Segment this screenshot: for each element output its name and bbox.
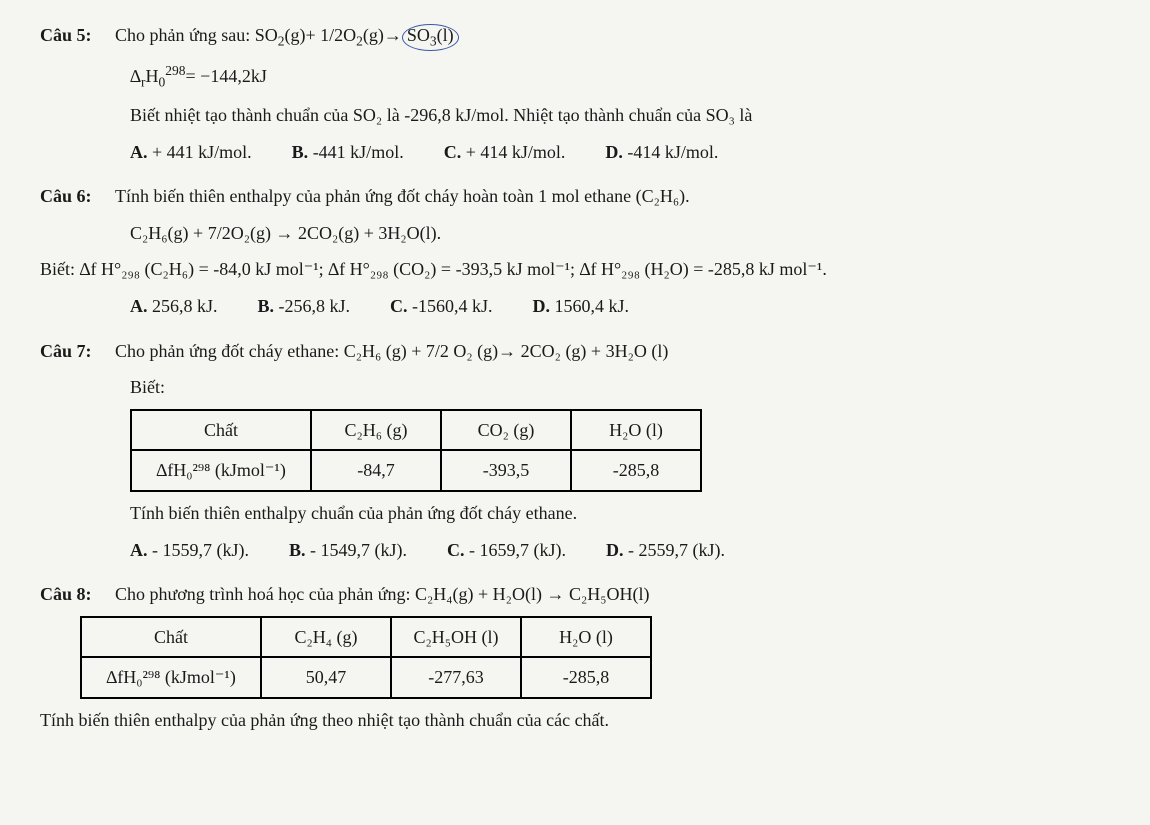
la: A. [130, 142, 148, 162]
q7-options: A. - 1559,7 (kJ). B. - 1549,7 (kJ). C. -… [130, 535, 1110, 566]
q5-t1c: (g)→ [363, 25, 402, 45]
q6-options: A. 256,8 kJ. B. -256,8 kJ. C. -1560,4 kJ… [130, 291, 1110, 322]
q6b: -256,8 kJ. [279, 296, 351, 316]
q7b: - 1549,7 (kJ). [310, 540, 407, 560]
q8-th-chat: Chất [81, 617, 261, 658]
q8-text1: Cho phương trình hoá học của phản ứng: C… [115, 579, 1110, 610]
q6-eq: C₂H₆(g) + 7/2O₂(g) → 2CO₂(g) + 3H₂O(l). [130, 218, 1110, 249]
q6-optB: B. -256,8 kJ. [258, 291, 351, 322]
q6-label: Câu 6: [40, 181, 115, 212]
ld6: D. [533, 296, 551, 316]
q7-text1: Cho phản ứng đốt cháy ethane: C₂H₆ (g) +… [115, 336, 1110, 367]
so3-sub: 3 [430, 34, 437, 49]
q5-optD: D. -414 kJ/mol. [605, 137, 718, 168]
ld: D. [605, 142, 623, 162]
lb6: B. [258, 296, 275, 316]
q8-table: Chất C₂H₄ (g) C₂H₅OH (l) H₂O (l) ∆fH₀²⁹⁸… [80, 616, 652, 699]
dh-298: 298 [165, 63, 185, 78]
q7-th-c2h6: C₂H₆ (g) [311, 410, 441, 451]
q8-v2: -277,63 [391, 657, 521, 698]
q7c: - 1659,7 (kJ). [469, 540, 566, 560]
q7-table: Chất C₂H₆ (g) CO₂ (g) H₂O (l) ∆fH₀²⁹⁸ (k… [130, 409, 702, 492]
q6-header: Câu 6: Tính biến thiên enthalpy của phản… [40, 181, 1110, 212]
table-row: Chất C₂H₆ (g) CO₂ (g) H₂O (l) [131, 410, 701, 451]
question-5: Câu 5: Cho phản ứng sau: SO2(g)+ 1/2O2(g… [40, 20, 1110, 167]
q7-header: Câu 7: Cho phản ứng đốt cháy ethane: C₂H… [40, 336, 1110, 367]
q8-rowlabel: ∆fH₀²⁹⁸ (kJmol⁻¹) [81, 657, 261, 698]
q5-label: Câu 5: [40, 20, 115, 51]
q5-options: A. + 441 kJ/mol. B. -441 kJ/mol. C. + 41… [130, 137, 1110, 168]
q8-th-c2h5oh: C₂H₅OH (l) [391, 617, 521, 658]
q7-optB: B. - 1549,7 (kJ). [289, 535, 407, 566]
dh-val: = −144,2kJ [186, 66, 267, 86]
q7-v3: -285,8 [571, 450, 701, 491]
q7a: - 1559,7 (kJ). [152, 540, 249, 560]
q5-delta-h: ∆rH0298= −144,2kJ [130, 60, 1110, 95]
q7-biet: Biết: [130, 372, 1110, 403]
q6c: -1560,4 kJ. [412, 296, 493, 316]
q7-optC: C. - 1659,7 (kJ). [447, 535, 566, 566]
q7-rowlabel: ∆fH₀²⁹⁸ (kJmol⁻¹) [131, 450, 311, 491]
la6: A. [130, 296, 148, 316]
q8-label: Câu 8: [40, 579, 115, 610]
q5a: + 441 kJ/mol. [152, 142, 252, 162]
so3-txt: SO [407, 25, 430, 45]
q5b: -441 kJ/mol. [313, 142, 404, 162]
dh-h: H [146, 66, 159, 86]
q8-header: Câu 8: Cho phương trình hoá học của phản… [40, 579, 1110, 610]
table-row: ∆fH₀²⁹⁸ (kJmol⁻¹) 50,47 -277,63 -285,8 [81, 657, 651, 698]
q7-th-chat: Chất [131, 410, 311, 451]
q5-t1a: Cho phản ứng sau: SO [115, 25, 278, 45]
q5c: + 414 kJ/mol. [466, 142, 566, 162]
q8-th-h2o: H₂O (l) [521, 617, 651, 658]
q7-tinh: Tính biến thiên enthalpy chuẩn của phản … [130, 498, 1110, 529]
q6-optA: A. 256,8 kJ. [130, 291, 218, 322]
q7-v2: -393,5 [441, 450, 571, 491]
q6a: 256,8 kJ. [152, 296, 218, 316]
q7-v1: -84,7 [311, 450, 441, 491]
q7-optD: D. - 2559,7 (kJ). [606, 535, 725, 566]
q7-th-h2o: H₂O (l) [571, 410, 701, 451]
q5-t1b: (g)+ 1/2O [285, 25, 357, 45]
lb: B. [292, 142, 309, 162]
q8-th-c2h4: C₂H₄ (g) [261, 617, 391, 658]
q8-v1: 50,47 [261, 657, 391, 698]
lc7: C. [447, 540, 465, 560]
q5-optB: B. -441 kJ/mol. [292, 137, 404, 168]
la7: A. [130, 540, 148, 560]
table-row: Chất C₂H₄ (g) C₂H₅OH (l) H₂O (l) [81, 617, 651, 658]
q5-t1d: (l) [437, 25, 454, 45]
q6-optC: C. -1560,4 kJ. [390, 291, 493, 322]
q7-label: Câu 7: [40, 336, 115, 367]
q5d: -414 kJ/mol. [627, 142, 718, 162]
q5-text2: Biết nhiệt tạo thành chuẩn của SO₂ là -2… [130, 100, 1110, 131]
dh-delta: ∆ [130, 66, 141, 86]
q5-text1: Cho phản ứng sau: SO2(g)+ 1/2O2(g)→SO3(l… [115, 20, 1110, 54]
q5-optC: C. + 414 kJ/mol. [444, 137, 566, 168]
q7-optA: A. - 1559,7 (kJ). [130, 535, 249, 566]
q7d: - 2559,7 (kJ). [628, 540, 725, 560]
ld7: D. [606, 540, 624, 560]
q6d: 1560,4 kJ. [555, 296, 630, 316]
q5-header: Câu 5: Cho phản ứng sau: SO2(g)+ 1/2O2(g… [40, 20, 1110, 54]
q7-th-co2: CO₂ (g) [441, 410, 571, 451]
q6-text1: Tính biến thiên enthalpy của phản ứng đố… [115, 181, 1110, 212]
lb7: B. [289, 540, 306, 560]
q5-optA: A. + 441 kJ/mol. [130, 137, 252, 168]
q6-biet: Biết: ∆f H°₂₉₈ (C₂H₆) = -84,0 kJ mol⁻¹; … [40, 254, 1110, 285]
lc: C. [444, 142, 462, 162]
question-6: Câu 6: Tính biến thiên enthalpy của phản… [40, 181, 1110, 321]
table-row: ∆fH₀²⁹⁸ (kJmol⁻¹) -84,7 -393,5 -285,8 [131, 450, 701, 491]
question-8: Câu 8: Cho phương trình hoá học của phản… [40, 579, 1110, 735]
circled-so3: SO3(l) [402, 24, 459, 51]
question-7: Câu 7: Cho phản ứng đốt cháy ethane: C₂H… [40, 336, 1110, 566]
q8-tinh: Tính biến thiên enthalpy của phản ứng th… [40, 705, 1110, 736]
lc6: C. [390, 296, 408, 316]
q6-optD: D. 1560,4 kJ. [533, 291, 630, 322]
q8-v3: -285,8 [521, 657, 651, 698]
